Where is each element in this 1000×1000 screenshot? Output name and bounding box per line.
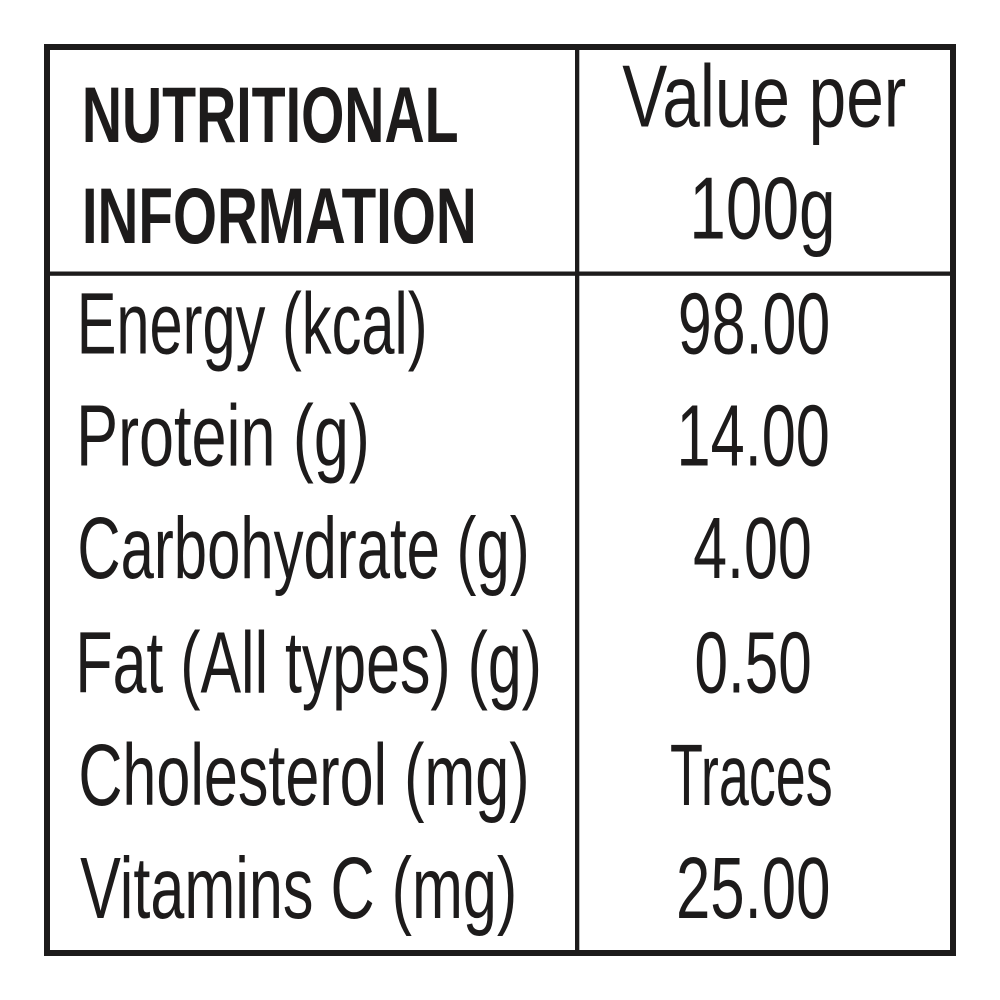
svg-text:Traces: Traces bbox=[670, 727, 833, 824]
svg-text:Cholesterol (mg): Cholesterol (mg) bbox=[78, 726, 529, 823]
svg-text:Protein (g): Protein (g) bbox=[76, 387, 370, 484]
svg-text:100g: 100g bbox=[689, 158, 835, 258]
svg-text:Vitamins C (mg): Vitamins C (mg) bbox=[80, 839, 517, 936]
svg-text:14.00: 14.00 bbox=[677, 387, 830, 484]
svg-text:NUTRITIONAL: NUTRITIONAL bbox=[82, 72, 459, 160]
svg-text:98.00: 98.00 bbox=[678, 275, 830, 372]
svg-text:Fat (All types) (g): Fat (All types) (g) bbox=[75, 613, 542, 710]
svg-text:Energy (kcal): Energy (kcal) bbox=[77, 275, 428, 372]
svg-text:INFORMATION: INFORMATION bbox=[82, 173, 477, 260]
svg-text:0.50: 0.50 bbox=[695, 613, 812, 711]
svg-text:25.00: 25.00 bbox=[676, 840, 830, 937]
svg-text:Value per: Value per bbox=[622, 47, 906, 146]
svg-text:Carbohydrate (g): Carbohydrate (g) bbox=[77, 499, 529, 597]
svg-text:4.00: 4.00 bbox=[693, 499, 812, 596]
